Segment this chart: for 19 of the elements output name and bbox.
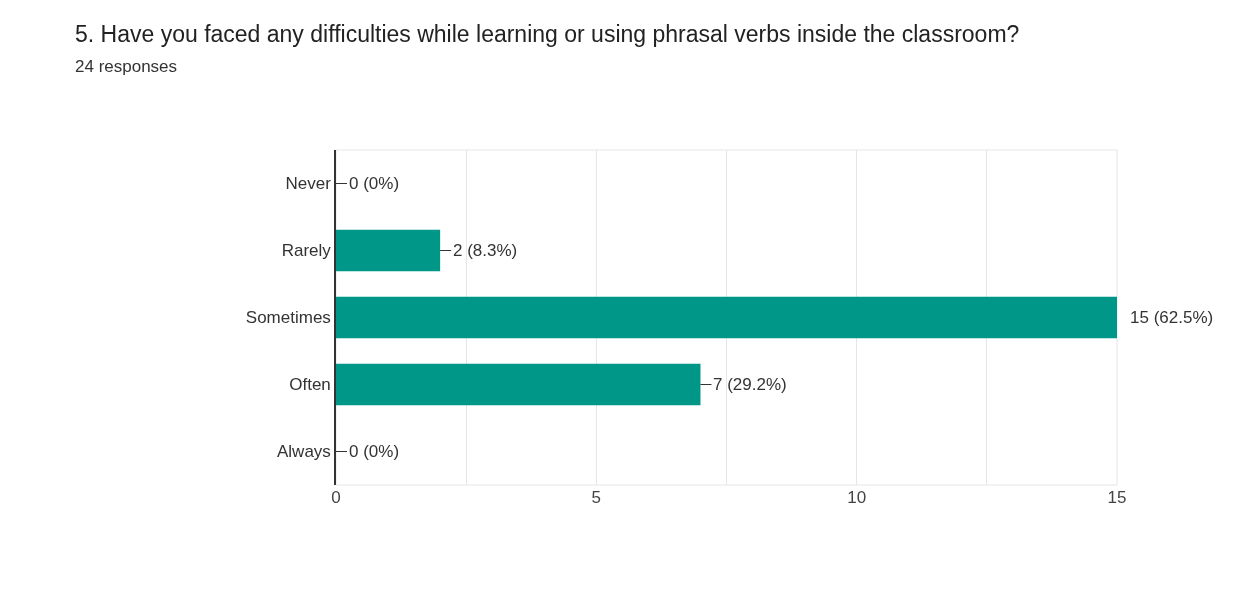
y-tick-label: Often bbox=[289, 375, 331, 395]
y-tick-label: Sometimes bbox=[245, 308, 331, 328]
x-tick-label: 5 bbox=[591, 488, 602, 507]
text: 24 responses bbox=[75, 56, 178, 76]
data-label: 15 (62.5%) bbox=[1130, 308, 1214, 327]
data-label: 0 (0%) bbox=[349, 442, 400, 461]
y-tick-label: Never bbox=[285, 174, 332, 194]
bar bbox=[336, 363, 701, 406]
y-tick-label: Rarely bbox=[281, 241, 332, 261]
bar bbox=[336, 229, 441, 272]
data-label: 2 (8.3%) bbox=[453, 241, 518, 260]
data-label: 7 (29.2%) bbox=[713, 375, 787, 394]
x-tick-label: 10 bbox=[847, 488, 867, 507]
y-tick-label: Always bbox=[276, 442, 331, 462]
data-label: 0 (0%) bbox=[349, 174, 400, 193]
bar bbox=[336, 296, 1117, 339]
x-tick-label: 0 bbox=[331, 488, 341, 507]
chart-title: 5. Have you faced any difficulties while learning or using phrasal verbs inside the classroom? bbox=[75, 21, 1020, 48]
x-tick-label: 15 bbox=[1107, 488, 1127, 507]
